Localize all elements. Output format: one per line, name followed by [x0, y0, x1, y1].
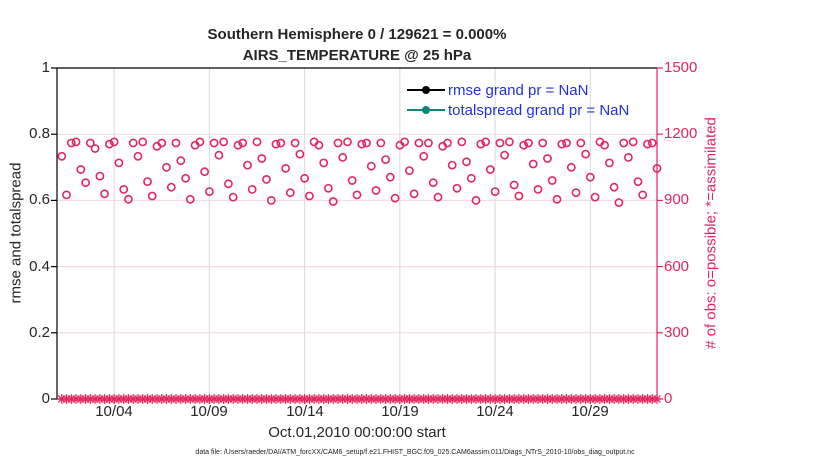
y-left-tick-0.6: 0.6	[29, 191, 50, 208]
y-right-tick-0: 0	[664, 390, 673, 407]
legend-entry-totalspread: totalspread grand pr = NaN	[407, 100, 629, 120]
y-right-tick-300: 300	[664, 324, 690, 341]
y-left-tick-1.0: 1	[41, 59, 50, 76]
y-right-tick-1500: 1500	[664, 59, 698, 76]
y-right-tick-1200: 1200	[664, 125, 698, 142]
y-right-tick-900: 900	[664, 191, 690, 208]
y-axis-label-right: # of obs: o=possible; *=assimilated	[702, 117, 720, 349]
chart-title-line2: AIRS_TEMPERATURE @ 25 hPa	[242, 47, 472, 64]
x-tick-1014: 10/14	[286, 403, 324, 420]
x-tick-1009: 10/09	[190, 403, 228, 420]
data-file-caption: data file: /Users/raeder/DAI/ATM_forcXX/…	[195, 449, 635, 456]
y-left-tick-0.4: 0.4	[29, 258, 50, 275]
x-tick-1004: 10/04	[95, 403, 133, 420]
y-left-tick-0.8: 0.8	[29, 125, 50, 142]
legend-label-rmse: rmse grand pr = NaN	[448, 81, 589, 99]
totalspread-line-marker-icon	[407, 106, 445, 114]
x-tick-1019: 10/19	[381, 403, 419, 420]
legend-label-totalspread: totalspread grand pr = NaN	[448, 101, 630, 119]
y-right-tick-600: 600	[664, 258, 690, 275]
legend: rmse grand pr = NaN totalspread grand pr…	[407, 80, 629, 120]
y-left-tick-0: 0	[41, 390, 50, 407]
y-axis-label-left: rmse and totalspread	[7, 162, 25, 304]
x-tick-1029: 10/29	[571, 403, 609, 420]
y-left-tick-0.2: 0.2	[29, 324, 50, 341]
x-axis-label: Oct.01,2010 00:00:00 start	[268, 424, 446, 441]
legend-entry-rmse: rmse grand pr = NaN	[407, 80, 629, 100]
rmse-line-marker-icon	[407, 86, 445, 94]
x-tick-1024: 10/24	[476, 403, 514, 420]
chart-title-line1: Southern Hemisphere 0 / 129621 = 0.000%	[207, 26, 507, 43]
